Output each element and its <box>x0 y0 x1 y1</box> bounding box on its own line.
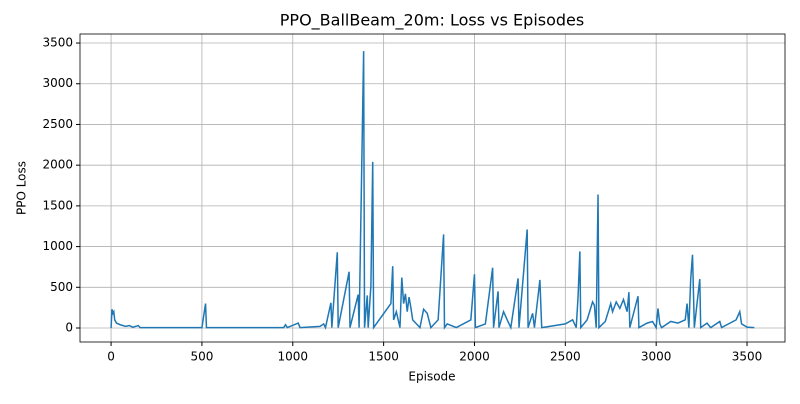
x-tick-label: 3500 <box>732 350 763 364</box>
plot-frame <box>79 33 786 343</box>
y-tick-label: 0 <box>65 320 73 334</box>
y-tick-label: 3500 <box>42 36 73 50</box>
x-tick-label: 3000 <box>641 350 672 364</box>
x-tick-label: 500 <box>190 350 213 364</box>
x-tick-label: 2500 <box>550 350 581 364</box>
data-line <box>110 51 755 331</box>
y-tick-label: 1500 <box>42 198 73 212</box>
x-tick-label: 1500 <box>368 350 399 364</box>
y-tick-label: 500 <box>50 280 73 294</box>
y-tick-label: 3000 <box>42 76 73 90</box>
x-tick-label: 0 <box>107 350 115 364</box>
y-axis-label: PPO Loss <box>15 161 29 215</box>
x-tick-label: 2000 <box>459 350 490 364</box>
x-axis-label: Episode <box>408 370 455 384</box>
y-tick-label: 1000 <box>42 239 73 253</box>
y-tick-label: 2000 <box>42 158 73 172</box>
y-tick-label: 2500 <box>42 117 73 131</box>
chart-title: PPO_BallBeam_20m: Loss vs Episodes <box>280 11 584 31</box>
x-tick-label: 1000 <box>277 350 308 364</box>
